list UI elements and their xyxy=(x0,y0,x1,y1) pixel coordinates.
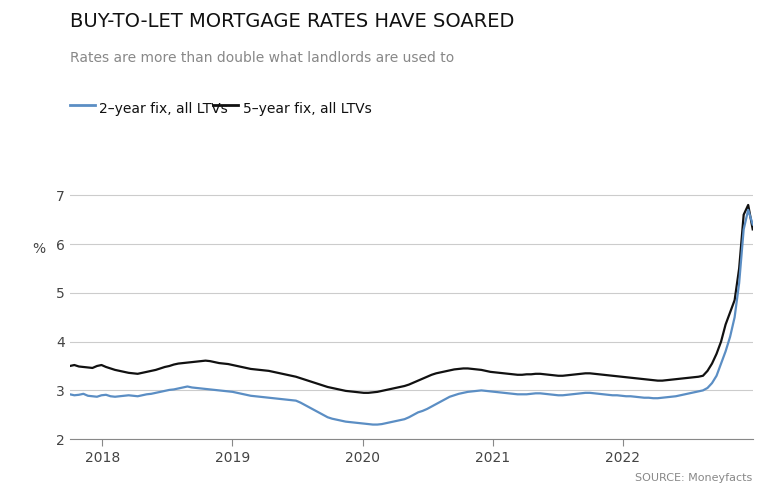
Text: SOURCE: Moneyfacts: SOURCE: Moneyfacts xyxy=(636,473,753,483)
Text: %: % xyxy=(33,242,46,256)
Text: BUY-TO-LET MORTGAGE RATES HAVE SOARED: BUY-TO-LET MORTGAGE RATES HAVE SOARED xyxy=(70,12,514,31)
Text: 2–year fix, all LTVs: 2–year fix, all LTVs xyxy=(99,102,228,116)
Text: 5–year fix, all LTVs: 5–year fix, all LTVs xyxy=(243,102,372,116)
Text: Rates are more than double what landlords are used to: Rates are more than double what landlord… xyxy=(70,51,454,65)
